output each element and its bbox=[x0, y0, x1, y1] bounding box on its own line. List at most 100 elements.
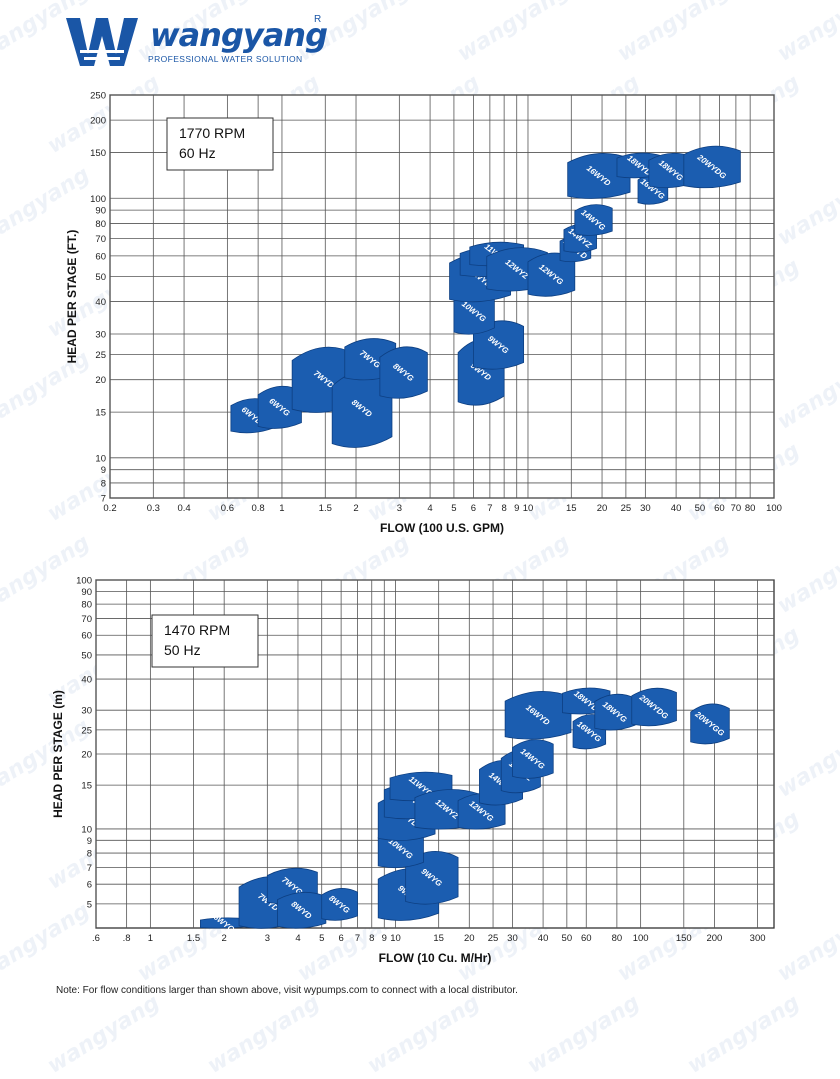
pump-region bbox=[379, 346, 428, 399]
x-tick-label: 7 bbox=[355, 933, 360, 944]
x-tick-label: 1.5 bbox=[187, 933, 200, 944]
x-tick-label: 100 bbox=[766, 503, 782, 514]
brand-tagline: PROFESSIONAL WATER SOLUTION bbox=[148, 54, 303, 64]
y-tick-label: 60 bbox=[95, 251, 106, 262]
x-axis-title: FLOW (100 U.S. GPM) bbox=[380, 521, 504, 535]
y-tick-label: 80 bbox=[81, 600, 92, 611]
watermark-text: wangyang bbox=[363, 990, 485, 1079]
y-tick-label: 40 bbox=[95, 297, 106, 308]
pump-region bbox=[504, 690, 572, 740]
x-tick-label: 8 bbox=[369, 933, 374, 944]
x-tick-label: 5 bbox=[319, 933, 324, 944]
y-tick-label: 100 bbox=[76, 576, 92, 587]
x-tick-label: 10 bbox=[390, 933, 401, 944]
y-tick-label: 200 bbox=[90, 116, 106, 127]
x-tick-label: 1.5 bbox=[319, 503, 332, 514]
y-tick-label: 8 bbox=[87, 849, 92, 860]
y-tick-label: 60 bbox=[81, 631, 92, 642]
y-tick-label: 50 bbox=[95, 272, 106, 283]
y-tick-label: 70 bbox=[81, 614, 92, 625]
footnote: Note: For flow conditions larger than sh… bbox=[56, 985, 518, 996]
y-tick-label: 10 bbox=[81, 824, 92, 835]
pump-region bbox=[574, 204, 613, 236]
x-tick-label: 50 bbox=[562, 933, 573, 944]
watermark-text: wangyang bbox=[773, 0, 840, 67]
pump-region bbox=[512, 739, 554, 779]
x-tick-label: 1 bbox=[279, 503, 284, 514]
y-tick-label: 40 bbox=[81, 675, 92, 686]
x-tick-label: 40 bbox=[538, 933, 549, 944]
y-tick-label: 25 bbox=[81, 725, 92, 736]
y-tick-label: 15 bbox=[81, 781, 92, 792]
x-tick-label: 5 bbox=[451, 503, 456, 514]
x-tick-label: 50 bbox=[695, 503, 706, 514]
x-tick-label: 4 bbox=[295, 933, 300, 944]
x-tick-label: 0.6 bbox=[221, 503, 234, 514]
watermark-text: wangyang bbox=[683, 990, 805, 1079]
y-tick-label: 250 bbox=[90, 91, 106, 102]
x-tick-label: 7 bbox=[487, 503, 492, 514]
x-tick-label: 20 bbox=[464, 933, 475, 944]
y-tick-label: 7 bbox=[87, 863, 92, 874]
y-tick-label: 25 bbox=[95, 350, 106, 361]
x-tick-label: 9 bbox=[382, 933, 387, 944]
x-tick-label: 80 bbox=[745, 503, 756, 514]
x-tick-label: 0.3 bbox=[147, 503, 160, 514]
chart-60hz: 0.2 0.3 0.4 0.6 0.8 1 1.5 2 3 4 5 6 7 8 9 10 15 20 25 30 40 5… bbox=[65, 91, 782, 536]
chart-2-plot: .6.8 1 1.5 2 3 4 5 6 7 8 9 10 15 20 25 30 40 50 60 80 100 150… bbox=[51, 576, 775, 965]
pump-region bbox=[631, 687, 677, 727]
x-tick-label: 300 bbox=[750, 933, 766, 944]
y-tick-label: 100 bbox=[90, 194, 106, 205]
chart-1-plot: 0.2 0.3 0.4 0.6 0.8 1 1.5 2 3 4 5 6 7 8 9 10 15 20 25 30 40 5… bbox=[65, 91, 782, 536]
rpm-annotation-line: 1770 RPM bbox=[179, 125, 245, 141]
watermark-text: wangyang bbox=[43, 990, 165, 1079]
y-tick-label: 150 bbox=[90, 148, 106, 159]
x-tick-label: 3 bbox=[265, 933, 270, 944]
watermark-text: wangyang bbox=[203, 990, 325, 1079]
y-tick-label: 30 bbox=[95, 329, 106, 340]
rpm-annotation-line: 50 Hz bbox=[164, 642, 201, 658]
watermark-text: wangyang bbox=[453, 0, 575, 67]
x-tick-label: 6 bbox=[471, 503, 476, 514]
pump-region bbox=[683, 145, 741, 189]
y-tick-label: 70 bbox=[95, 234, 106, 245]
y-tick-label: 10 bbox=[95, 453, 106, 464]
x-tick-label: 60 bbox=[581, 933, 592, 944]
pump-region bbox=[594, 693, 636, 731]
x-tick-label: 70 bbox=[731, 503, 742, 514]
x-tick-label: 8 bbox=[501, 503, 506, 514]
y-tick-label: 8 bbox=[101, 478, 106, 489]
y-tick-label: 80 bbox=[95, 219, 106, 230]
y-tick-label: 20 bbox=[81, 750, 92, 761]
x-tick-label: 4 bbox=[427, 503, 432, 514]
x-tick-label: 2 bbox=[353, 503, 358, 514]
x-tick-label: 40 bbox=[671, 503, 682, 514]
x-tick-label: 0.2 bbox=[103, 503, 116, 514]
y-tick-label: 5 bbox=[87, 899, 92, 910]
x-tick-label: 0.8 bbox=[252, 503, 265, 514]
x-tick-label: .6 bbox=[92, 933, 100, 944]
y-tick-label: 15 bbox=[95, 408, 106, 419]
registered-mark: R bbox=[314, 14, 322, 25]
y-tick-label: 90 bbox=[95, 206, 106, 217]
x-tick-label: 80 bbox=[612, 933, 623, 944]
x-axis-title: FLOW (10 Cu. M/Hr) bbox=[379, 951, 492, 965]
x-tick-label: 100 bbox=[633, 933, 649, 944]
x-tick-label: 0.4 bbox=[177, 503, 190, 514]
brand-logo bbox=[66, 14, 326, 70]
x-tick-label: 30 bbox=[507, 933, 518, 944]
x-tick-label: 200 bbox=[706, 933, 722, 944]
pump-region bbox=[277, 891, 327, 929]
x-tick-label: 20 bbox=[597, 503, 608, 514]
y-tick-label: 9 bbox=[101, 465, 106, 476]
x-tick-label: 15 bbox=[433, 933, 444, 944]
x-tick-label: .8 bbox=[123, 933, 131, 944]
pump-region bbox=[321, 888, 358, 921]
x-tick-label: 60 bbox=[714, 503, 725, 514]
brand-name: wangyang bbox=[150, 16, 328, 54]
x-tick-label: 10 bbox=[523, 503, 534, 514]
x-tick-label: 6 bbox=[338, 933, 343, 944]
x-tick-label: 150 bbox=[676, 933, 692, 944]
rpm-annotation-line: 60 Hz bbox=[179, 145, 216, 161]
x-tick-label: 2 bbox=[222, 933, 227, 944]
